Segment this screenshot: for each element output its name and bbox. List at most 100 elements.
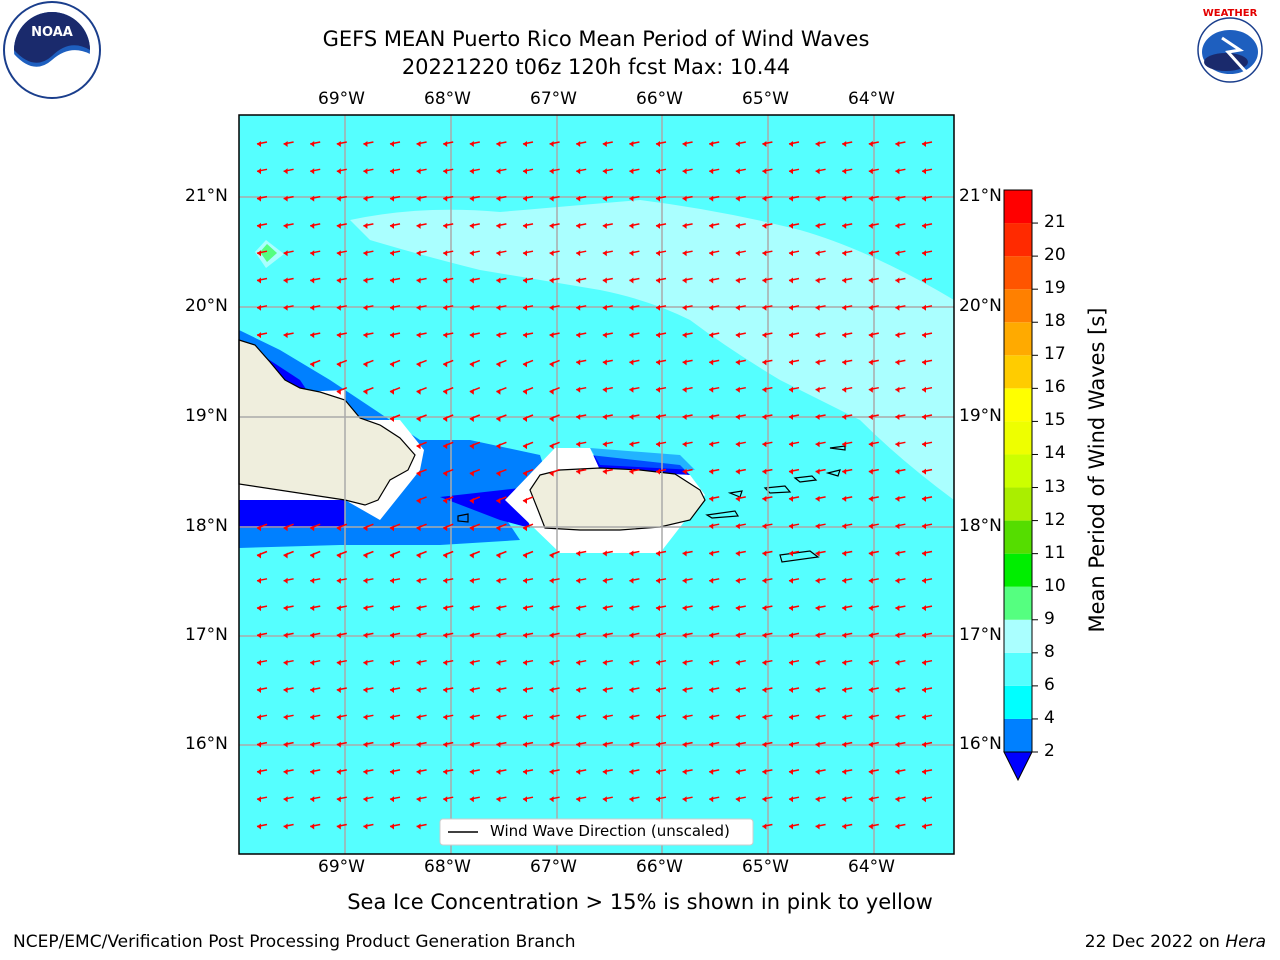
colorbar-segment [1004, 223, 1032, 257]
wind-arrow-head [336, 687, 341, 693]
wind-arrow-head [283, 796, 288, 803]
wind-arrow-head [363, 687, 368, 693]
wind-arrow-head [602, 714, 607, 721]
wind-arrow-head [416, 332, 421, 339]
wind-arrow-head [257, 304, 261, 311]
wind-arrow-head [576, 741, 581, 748]
wind-arrow-head [523, 277, 527, 284]
wind-arrow-head [682, 141, 687, 147]
wind-arrow-head [576, 577, 581, 584]
wind-arrow-head [682, 632, 687, 639]
wind-arrow-head [469, 741, 474, 748]
wind-arrow-head [469, 470, 474, 477]
wind-arrow-head [895, 605, 900, 612]
lat-label-left: 16°N [185, 734, 228, 754]
wind-arrow-head [842, 577, 847, 584]
wind-arrow-head [815, 222, 820, 229]
wind-arrow-head [842, 304, 847, 311]
wind-arrow-head [496, 141, 501, 147]
wind-arrow-head [709, 550, 714, 557]
wind-arrow-head [496, 195, 501, 202]
wind-arrow-head [257, 332, 261, 339]
lon-label-top: 69°W [318, 89, 365, 109]
wind-arrow-head [682, 222, 687, 229]
wind-arrow-head [602, 768, 607, 775]
wind-arrow-head [549, 659, 554, 666]
wind-arrow-head [416, 525, 421, 532]
wind-arrow-head [496, 525, 501, 532]
wind-arrow-head [842, 741, 847, 748]
wind-arrow-head [283, 687, 288, 693]
wind-arrow-head [257, 577, 261, 584]
wind-arrow-head [629, 277, 634, 284]
wind-arrow-head [735, 359, 740, 366]
wind-arrow-head [523, 632, 527, 639]
wind-arrow-head [709, 414, 714, 420]
wind-arrow-head [443, 741, 448, 748]
wind-arrow-head [416, 796, 421, 803]
wind-arrow-head [257, 552, 261, 559]
colorbar-segment [1004, 421, 1032, 455]
wind-arrow-head [789, 414, 793, 420]
wind-arrow-head [576, 714, 581, 721]
wind-arrow-head [310, 741, 315, 748]
colorbar-segment [1004, 487, 1032, 521]
wind-arrow-head [416, 714, 421, 721]
wind-arrow-head [656, 441, 660, 448]
wind-arrow-head [682, 386, 687, 393]
wind-arrow-head [735, 386, 740, 393]
wind-arrow-head [523, 388, 527, 395]
wind-arrow-head [762, 523, 767, 530]
colorbar-title: Mean Period of Wind Waves [s] [1085, 307, 1109, 633]
wind-arrow-head [868, 823, 873, 830]
lon-label-top: 64°W [848, 89, 895, 109]
noaa-logo: NOAA [3, 1, 101, 99]
wind-arrow-head [895, 768, 900, 775]
wind-arrow-head [629, 796, 634, 803]
wind-arrow-head [496, 741, 501, 748]
wind-arrow-head [735, 741, 740, 748]
wind-arrow-head [283, 659, 288, 666]
wind-arrow-head [735, 195, 740, 202]
wind-arrow-head [310, 525, 315, 532]
wind-arrow-head [416, 470, 421, 477]
wind-arrow-head [416, 497, 421, 504]
wind-arrow-head [682, 768, 687, 775]
wind-arrow-head [283, 141, 288, 147]
wind-arrow-head [895, 823, 900, 830]
wind-arrow-head [310, 605, 315, 612]
wind-arrow-head [257, 250, 261, 257]
wind-arrow-head [629, 741, 634, 748]
wind-arrow-head [283, 605, 288, 612]
wind-arrow-head [815, 250, 820, 257]
wind-arrow-head [629, 195, 634, 202]
wind-arrow-head [469, 796, 474, 803]
wind-arrow-head [416, 823, 421, 830]
wind-arrow-head [842, 414, 847, 420]
wind-arrow-head [735, 714, 740, 721]
wind-arrow-head [682, 714, 687, 721]
wind-arrow-head [283, 168, 288, 175]
wind-arrow-head [656, 414, 660, 420]
wind-arrow-head [443, 768, 448, 775]
wind-arrow-head [602, 250, 607, 257]
wind-arrow-head [496, 470, 501, 477]
wind-arrow-head [815, 687, 820, 693]
wind-arrow-head [709, 714, 714, 721]
wind-arrow-head [868, 741, 873, 748]
wind-arrow-head [523, 168, 527, 175]
wind-arrow-head [469, 141, 474, 147]
wind-arrow-head [283, 714, 288, 721]
wind-arrow-head [363, 361, 368, 368]
wind-arrow-head [868, 250, 873, 257]
wind-arrow-head [549, 687, 554, 693]
wind-arrow-head [762, 687, 767, 693]
wind-arrow-head [549, 577, 554, 584]
wind-arrow-head [895, 359, 900, 366]
wind-arrow-head [922, 796, 926, 803]
wind-arrow-head [549, 141, 554, 147]
wind-arrow-head [682, 195, 687, 202]
wind-arrow-head [390, 741, 394, 748]
wind-arrow-head [469, 577, 474, 584]
wind-arrow-head [682, 277, 687, 284]
